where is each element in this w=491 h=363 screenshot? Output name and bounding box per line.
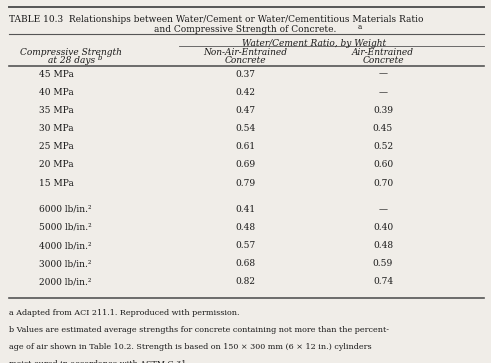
Text: 0.39: 0.39 bbox=[373, 106, 393, 115]
Text: 25 MPa: 25 MPa bbox=[39, 142, 74, 151]
Text: 0.59: 0.59 bbox=[373, 259, 393, 268]
Text: Water/Cement Ratio, by Weight: Water/Cement Ratio, by Weight bbox=[242, 39, 386, 48]
Text: 45 MPa: 45 MPa bbox=[39, 70, 74, 79]
Text: age of air shown in Table 10.2. Strength is based on 150 × 300 mm (6 × 12 in.) c: age of air shown in Table 10.2. Strength… bbox=[9, 343, 372, 351]
Text: Air-Entrained: Air-Entrained bbox=[352, 48, 414, 57]
Text: b: b bbox=[98, 54, 103, 62]
Text: Concrete: Concrete bbox=[362, 56, 404, 65]
Text: 0.70: 0.70 bbox=[373, 179, 393, 188]
Text: 5000 lb/in.²: 5000 lb/in.² bbox=[39, 223, 92, 232]
Text: 35 MPa: 35 MPa bbox=[39, 106, 74, 115]
Text: 40 MPa: 40 MPa bbox=[39, 88, 74, 97]
Text: 6000 lb/in.²: 6000 lb/in.² bbox=[39, 205, 92, 214]
Text: 0.47: 0.47 bbox=[236, 106, 255, 115]
Text: 0.68: 0.68 bbox=[236, 259, 255, 268]
Text: 0.37: 0.37 bbox=[236, 70, 255, 79]
Text: 0.52: 0.52 bbox=[373, 142, 393, 151]
Text: 0.60: 0.60 bbox=[373, 160, 393, 170]
Text: —: — bbox=[379, 70, 387, 79]
Text: 15 MPa: 15 MPa bbox=[39, 179, 74, 188]
Text: —: — bbox=[379, 205, 387, 214]
Text: 0.82: 0.82 bbox=[236, 277, 255, 286]
Text: 0.57: 0.57 bbox=[235, 241, 256, 250]
Text: 0.45: 0.45 bbox=[373, 124, 393, 133]
Text: 0.69: 0.69 bbox=[236, 160, 255, 170]
Text: and Compressive Strength of Concrete.: and Compressive Strength of Concrete. bbox=[154, 25, 337, 34]
Text: b Values are estimated average strengths for concrete containing not more than t: b Values are estimated average strengths… bbox=[9, 326, 389, 334]
Text: 30 MPa: 30 MPa bbox=[39, 124, 74, 133]
Text: 0.74: 0.74 bbox=[373, 277, 393, 286]
Text: 0.54: 0.54 bbox=[235, 124, 256, 133]
Text: 0.48: 0.48 bbox=[373, 241, 393, 250]
Text: moist-cured in accordance with ASTM C 31.: moist-cured in accordance with ASTM C 31… bbox=[9, 360, 189, 363]
Text: TABLE 10.3  Relationships between Water/Cement or Water/Cementitious Materials R: TABLE 10.3 Relationships between Water/C… bbox=[9, 15, 423, 24]
Text: Non-Air-Entrained: Non-Air-Entrained bbox=[203, 48, 288, 57]
Text: —: — bbox=[379, 88, 387, 97]
Text: Compressive Strength: Compressive Strength bbox=[20, 48, 122, 57]
Text: 0.79: 0.79 bbox=[236, 179, 255, 188]
Text: 0.41: 0.41 bbox=[236, 205, 255, 214]
Text: 4000 lb/in.²: 4000 lb/in.² bbox=[39, 241, 92, 250]
Text: 0.42: 0.42 bbox=[236, 88, 255, 97]
Text: a: a bbox=[357, 23, 362, 31]
Text: at 28 days: at 28 days bbox=[48, 56, 95, 65]
Text: 2000 lb/in.²: 2000 lb/in.² bbox=[39, 277, 92, 286]
Text: 0.61: 0.61 bbox=[236, 142, 255, 151]
Text: 0.40: 0.40 bbox=[373, 223, 393, 232]
Text: 20 MPa: 20 MPa bbox=[39, 160, 74, 170]
Text: 3000 lb/in.²: 3000 lb/in.² bbox=[39, 259, 92, 268]
Text: 0.48: 0.48 bbox=[236, 223, 255, 232]
Text: Concrete: Concrete bbox=[225, 56, 266, 65]
Text: a Adapted from ACI 211.1. Reproduced with permission.: a Adapted from ACI 211.1. Reproduced wit… bbox=[9, 309, 239, 317]
